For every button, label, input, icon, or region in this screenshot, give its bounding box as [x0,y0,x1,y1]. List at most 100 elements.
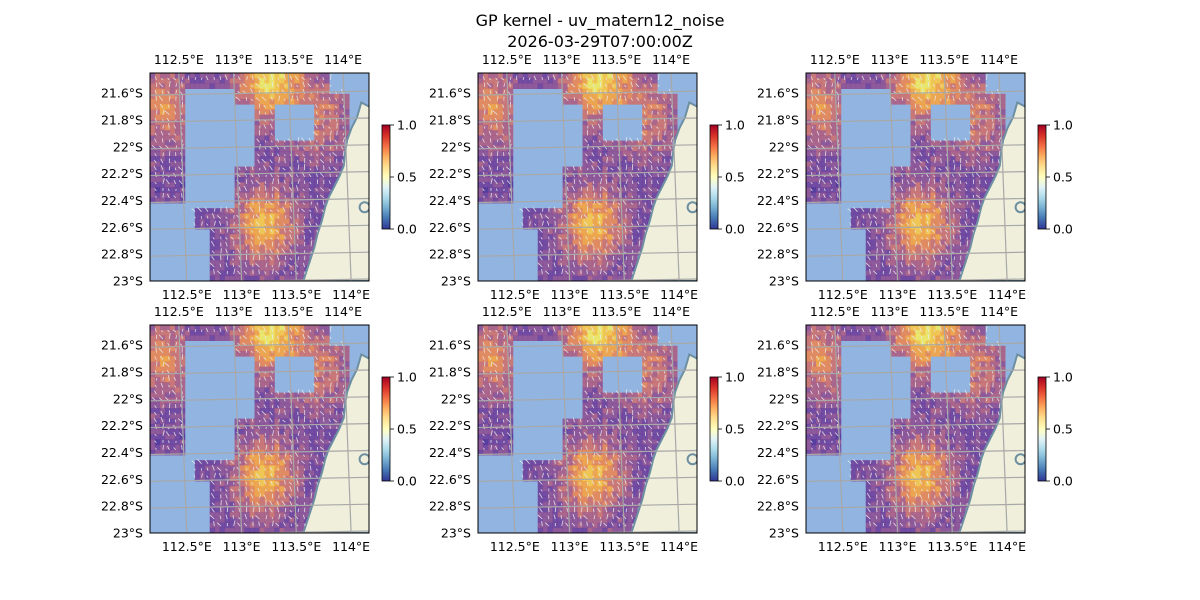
heatmap-cell [264,83,270,89]
heatmap-cell [547,496,554,503]
heatmap-cell [497,151,504,157]
heatmap-cell [294,496,300,503]
heatmap-cell [537,270,544,277]
heatmap-cell [592,125,598,131]
heatmap-cell [249,213,255,219]
heatmap-cell [617,325,623,331]
heatmap-cell [527,78,534,84]
heatmap-cell [309,335,315,341]
heatmap-cell [279,397,285,404]
heatmap-cell [617,187,623,193]
heatmap-cell [960,187,966,193]
heatmap-cell [607,244,613,251]
heatmap-cell [289,501,295,508]
heatmap-cell [955,275,961,281]
heatmap-cell [259,265,265,271]
heatmap-cell [637,481,643,487]
heatmap-cell [279,392,285,399]
heatmap-cell [344,104,350,110]
heatmap-cell [975,119,981,126]
heatmap-cell [547,208,554,214]
heatmap-cell [577,192,583,199]
heatmap-cell [940,270,946,277]
heatmap-cell [259,109,265,115]
heatmap-cell [159,423,166,430]
heatmap-cell [582,192,588,199]
heatmap-cell [642,114,648,121]
heatmap-cell [478,125,484,131]
heatmap-cell [642,151,648,157]
heatmap-cell [567,522,573,529]
heatmap-cell [900,73,906,79]
heatmap-cell [169,439,176,445]
heatmap-cell [284,413,290,419]
heatmap-cell [279,78,285,84]
heatmap-cell [920,177,926,183]
map-panel: 112.5°E112.5°E113°E113°E113.5°E113.5°E11… [101,304,417,554]
heatmap-cell [254,187,260,193]
heatmap-cell [319,161,325,167]
heatmap-cell [239,481,245,487]
heatmap-cell [502,99,509,105]
heatmap-cell [299,330,305,336]
heatmap-cell [547,234,554,240]
heatmap-cell [592,392,598,399]
heatmap-cell [289,270,295,277]
heatmap-cell [562,507,568,513]
gridlines [478,325,697,533]
heatmap-cell [487,366,494,373]
heatmap-cell [552,486,559,492]
heatmap-cell [920,203,926,209]
heatmap-cell [497,351,504,357]
heatmap-cell [319,182,325,188]
heatmap-cell [612,522,618,529]
heatmap-cell [935,270,941,277]
heatmap-cell [557,260,564,266]
heatmap-cell [259,270,265,277]
heatmap-cell [304,434,310,440]
heatmap-cell [532,475,539,482]
heatmap-cell [309,88,315,95]
heatmap-cell [482,429,489,435]
y-tick-label: 22°S [113,391,143,406]
heatmap-cell [269,99,275,105]
heatmap-cell [289,208,295,214]
heatmap-cell [487,135,494,141]
heatmap-cell [815,177,822,183]
heatmap-cell [572,187,578,193]
heatmap-cell [587,351,593,357]
heatmap-cell [487,156,494,162]
heatmap-cell [224,491,231,497]
heatmap-cell [324,403,330,409]
heatmap-cell [612,496,618,503]
heatmap-cell [637,496,643,503]
heatmap-cell [980,156,986,162]
heatmap-cell [637,234,643,240]
heatmap-cell [890,325,896,331]
heatmap-cell [249,78,255,84]
heatmap-cell [587,444,593,451]
heatmap-cell [602,145,608,152]
heatmap-cell [592,335,598,341]
heatmap-cell [304,444,310,451]
heatmap-cell [840,78,847,84]
heatmap-cell [229,260,236,266]
heatmap-cell [274,444,280,451]
land [302,101,369,281]
heatmap-cell [169,325,176,331]
heatmap-cell [319,208,325,214]
heatmap-cell [319,104,325,110]
y-tick-label: 22.4°S [101,445,143,460]
heatmap-cell [632,481,638,487]
heatmap-cell [602,335,608,341]
x-tick-label-bottom: 114°E [660,287,698,302]
heatmap-cell [492,345,499,352]
heatmap-cell [577,423,583,430]
heatmap-cell [835,88,842,95]
heatmap-cell [622,340,628,347]
heatmap-cell [154,187,161,193]
heatmap-cell [274,93,280,100]
heatmap-cell [622,527,628,533]
heatmap-cell [597,88,603,95]
heatmap-cell [507,114,514,121]
